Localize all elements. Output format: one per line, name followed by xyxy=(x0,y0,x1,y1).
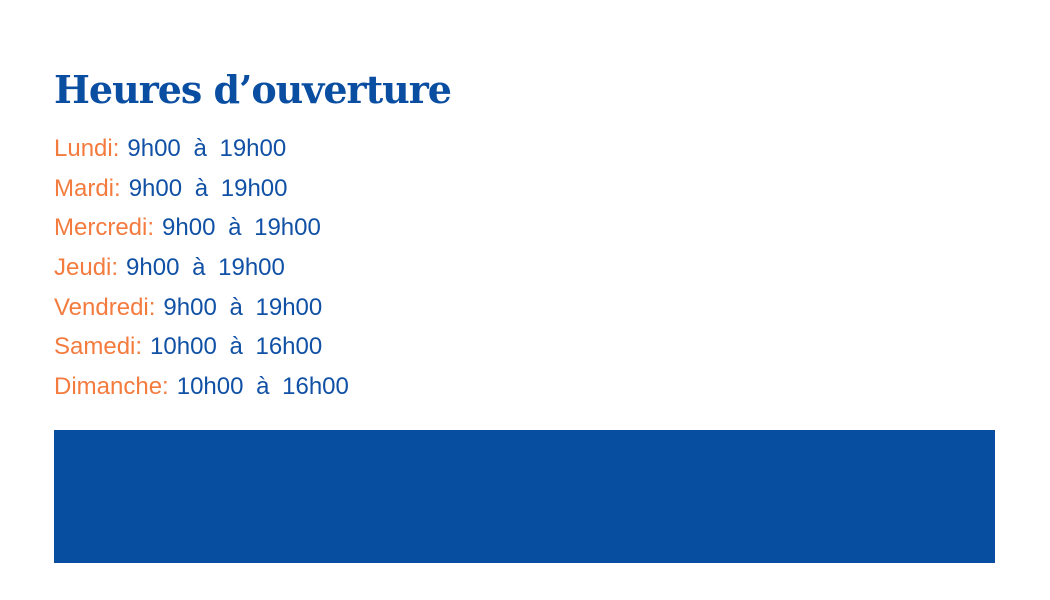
time-range: 10h00 à 16h00 xyxy=(150,333,323,361)
day-label: Samedi: xyxy=(54,333,143,361)
day-label: Dimanche: xyxy=(54,373,169,401)
page-title: Heures d’ouverture xyxy=(54,67,452,112)
opening-hours-list: Lundi: 9h00 à 19h00 Mardi: 9h00 à 19h00 Me… xyxy=(54,132,349,410)
hours-row-vendredi: Vendredi: 9h00 à 19h00 xyxy=(54,291,349,331)
day-label: Mercredi: xyxy=(54,214,155,242)
hours-row-jeudi: Jeudi: 9h00 à 19h00 xyxy=(54,251,349,291)
hours-row-samedi: Samedi: 10h00 à 16h00 xyxy=(54,330,349,370)
time-range: 9h00 à 19h00 xyxy=(126,254,285,282)
day-label: Mardi: xyxy=(54,174,121,202)
hours-row-lundi: Lundi: 9h00 à 19h00 xyxy=(54,132,349,172)
time-range: 10h00 à 16h00 xyxy=(176,373,349,401)
hours-row-mardi: Mardi: 9h00 à 19h00 xyxy=(54,172,349,212)
day-label: Lundi: xyxy=(54,135,120,162)
time-range: 9h00 à 19h00 xyxy=(163,293,323,321)
time-range: 9h00 à 19h00 xyxy=(127,135,287,162)
time-range: 9h00 à 19h00 xyxy=(128,174,288,202)
hours-row-dimanche: Dimanche: 10h00 à 16h00 xyxy=(54,370,349,410)
day-label: Jeudi: xyxy=(54,254,119,282)
hours-row-mercredi: Mercredi: 9h00 à 19h00 xyxy=(54,211,349,251)
day-label: Vendredi: xyxy=(54,293,156,321)
time-range: 9h00 à 19h00 xyxy=(162,214,321,242)
blue-banner-block xyxy=(54,430,995,563)
